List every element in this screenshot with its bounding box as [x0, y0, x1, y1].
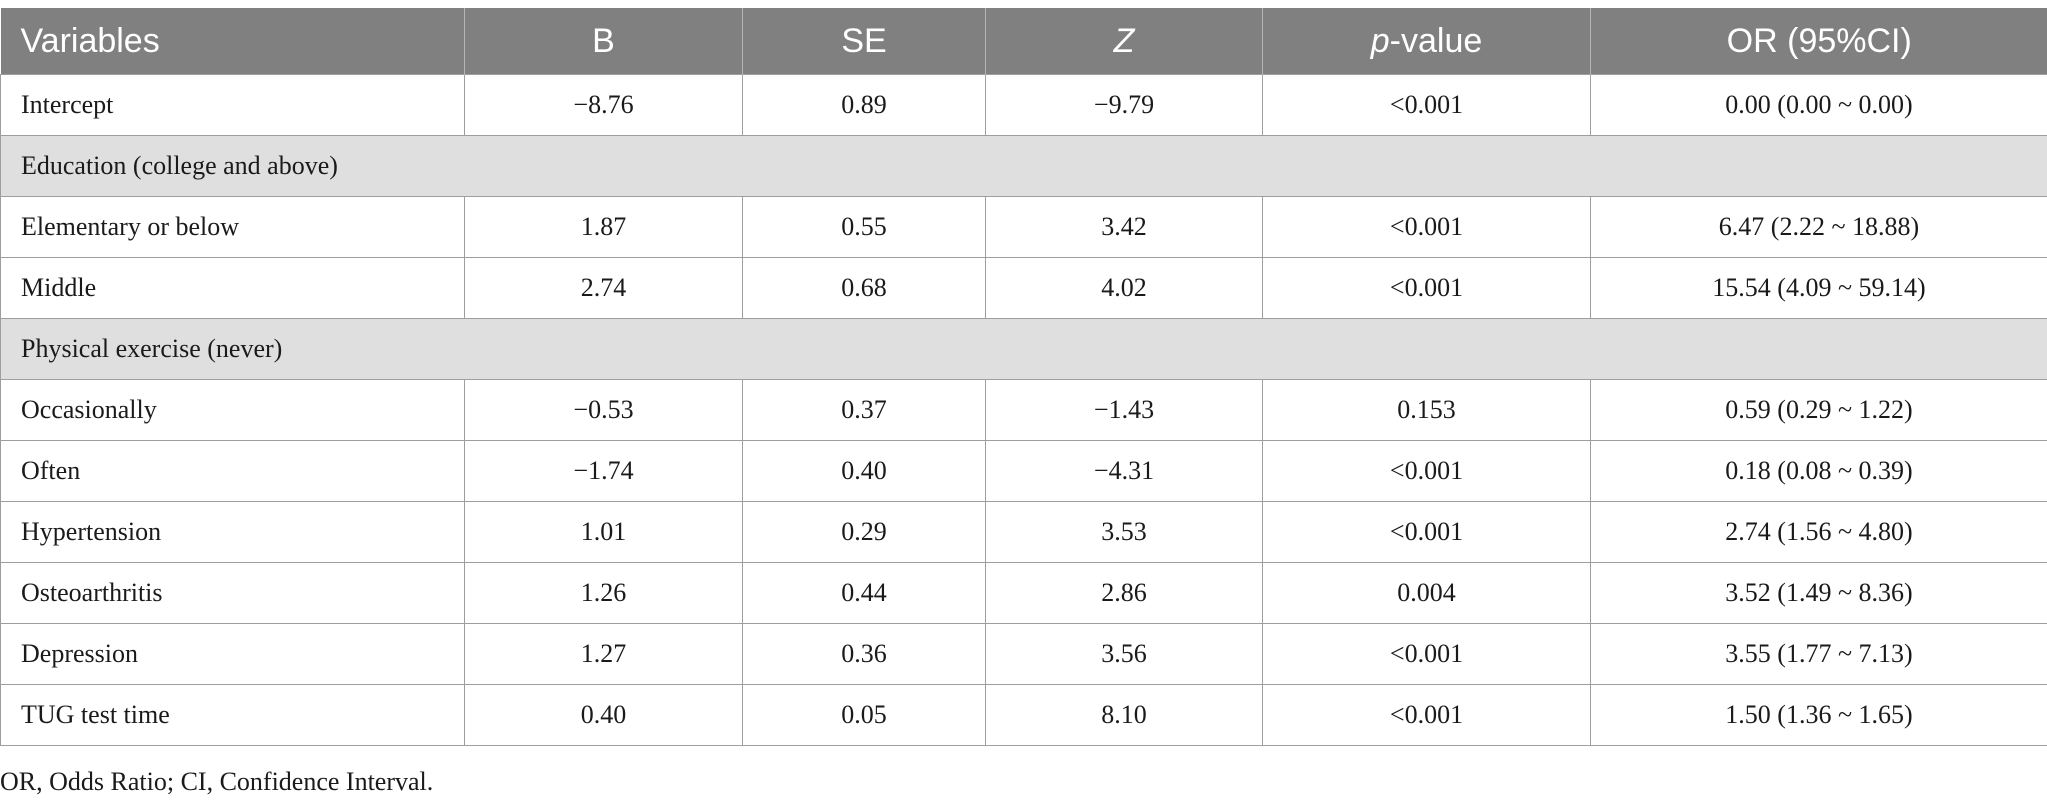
header-p-rest: -value — [1389, 21, 1483, 60]
table-row: Elementary or below 1.87 0.55 3.42 <0.001 6.4… — [0, 196, 2047, 258]
or-ci-cell: 0.59 (0.29 ~ 1.22) — [1590, 379, 2047, 441]
p-value-cell: <0.001 — [1262, 684, 1591, 746]
z-cell: 3.53 — [985, 501, 1263, 563]
group-header-row: Education (college and above) — [0, 135, 2047, 197]
b-cell: −8.76 — [464, 74, 743, 136]
variable-cell: Occasionally — [0, 379, 465, 441]
se-cell: 0.44 — [742, 562, 986, 624]
header-z: Z — [985, 8, 1263, 75]
z-cell: 3.56 — [985, 623, 1263, 685]
or-ci-cell: 3.55 (1.77 ~ 7.13) — [1590, 623, 2047, 685]
header-row: Variables B SE Z p-value OR (95%CI) — [0, 8, 2047, 75]
variable-cell: Intercept — [0, 74, 465, 136]
b-cell: −0.53 — [464, 379, 743, 441]
or-ci-cell: 6.47 (2.22 ~ 18.88) — [1590, 196, 2047, 258]
header-p-value: p-value — [1262, 8, 1591, 75]
or-ci-cell: 1.50 (1.36 ~ 1.65) — [1590, 684, 2047, 746]
p-value-cell: <0.001 — [1262, 501, 1591, 563]
se-cell: 0.89 — [742, 74, 986, 136]
p-value-cell: <0.001 — [1262, 257, 1591, 319]
b-cell: 1.87 — [464, 196, 743, 258]
header-z-label: Z — [1113, 21, 1135, 60]
variable-cell: Osteoarthritis — [0, 562, 465, 624]
table-row: Osteoarthritis 1.26 0.44 2.86 0.004 3.52 (1.4… — [0, 562, 2047, 624]
p-value-cell: <0.001 — [1262, 440, 1591, 502]
p-value-cell: 0.004 — [1262, 562, 1591, 624]
p-value-cell: <0.001 — [1262, 74, 1591, 136]
or-ci-cell: 2.74 (1.56 ~ 4.80) — [1590, 501, 2047, 563]
regression-table-container: Variables B SE Z p-value OR (95%CI) Inte… — [0, 8, 2047, 746]
variable-cell: TUG test time — [0, 684, 465, 746]
b-cell: 1.01 — [464, 501, 743, 563]
se-cell: 0.40 — [742, 440, 986, 502]
z-cell: −4.31 — [985, 440, 1263, 502]
or-ci-cell: 3.52 (1.49 ~ 8.36) — [1590, 562, 2047, 624]
header-se: SE — [742, 8, 986, 75]
b-cell: 2.74 — [464, 257, 743, 319]
variable-cell: Hypertension — [0, 501, 465, 563]
table-row: TUG test time 0.40 0.05 8.10 <0.001 1.50 (1.3… — [0, 684, 2047, 746]
b-cell: −1.74 — [464, 440, 743, 502]
group-label: Education (college and above) — [0, 135, 2047, 197]
or-ci-cell: 0.00 (0.00 ~ 0.00) — [1590, 74, 2047, 136]
table-row: Occasionally −0.53 0.37 −1.43 0.153 0.59 (0.2… — [0, 379, 2047, 441]
z-cell: −9.79 — [985, 74, 1263, 136]
header-variables: Variables — [0, 8, 465, 75]
table-row: Often −1.74 0.40 −4.31 <0.001 0.18 (0.08 ~ 0.… — [0, 440, 2047, 502]
table-body: Intercept −8.76 0.89 −9.79 <0.001 0.00 (0.00 … — [0, 74, 2047, 746]
header-b: B — [464, 8, 743, 75]
table-footnote: OR, Odds Ratio; CI, Confidence Interval. — [0, 767, 434, 796]
header-p-italic: p — [1370, 21, 1390, 60]
z-cell: 3.42 — [985, 196, 1263, 258]
z-cell: 4.02 — [985, 257, 1263, 319]
se-cell: 0.68 — [742, 257, 986, 319]
p-value-cell: <0.001 — [1262, 623, 1591, 685]
se-cell: 0.36 — [742, 623, 986, 685]
regression-table: Variables B SE Z p-value OR (95%CI) Inte… — [0, 8, 2047, 746]
b-cell: 0.40 — [464, 684, 743, 746]
se-cell: 0.29 — [742, 501, 986, 563]
table-row: Intercept −8.76 0.89 −9.79 <0.001 0.00 (0.00 … — [0, 74, 2047, 136]
p-value-cell: <0.001 — [1262, 196, 1591, 258]
b-cell: 1.26 — [464, 562, 743, 624]
group-header-row: Physical exercise (never) — [0, 318, 2047, 380]
or-ci-cell: 0.18 (0.08 ~ 0.39) — [1590, 440, 2047, 502]
variable-cell: Often — [0, 440, 465, 502]
se-cell: 0.55 — [742, 196, 986, 258]
table-row: Depression 1.27 0.36 3.56 <0.001 3.55 (1.77 ~… — [0, 623, 2047, 685]
variable-cell: Middle — [0, 257, 465, 319]
table-row: Hypertension 1.01 0.29 3.53 <0.001 2.74 (1.56… — [0, 501, 2047, 563]
variable-cell: Elementary or below — [0, 196, 465, 258]
or-ci-cell: 15.54 (4.09 ~ 59.14) — [1590, 257, 2047, 319]
se-cell: 0.37 — [742, 379, 986, 441]
b-cell: 1.27 — [464, 623, 743, 685]
table-header: Variables B SE Z p-value OR (95%CI) — [0, 8, 2047, 75]
z-cell: −1.43 — [985, 379, 1263, 441]
group-label: Physical exercise (never) — [0, 318, 2047, 380]
p-value-cell: 0.153 — [1262, 379, 1591, 441]
z-cell: 2.86 — [985, 562, 1263, 624]
header-or-ci: OR (95%CI) — [1590, 8, 2047, 75]
table-row: Middle 2.74 0.68 4.02 <0.001 15.54 (4.09 ~ 59… — [0, 257, 2047, 319]
se-cell: 0.05 — [742, 684, 986, 746]
z-cell: 8.10 — [985, 684, 1263, 746]
variable-cell: Depression — [0, 623, 465, 685]
